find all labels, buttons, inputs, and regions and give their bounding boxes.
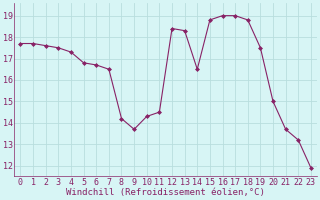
X-axis label: Windchill (Refroidissement éolien,°C): Windchill (Refroidissement éolien,°C) — [66, 188, 265, 197]
